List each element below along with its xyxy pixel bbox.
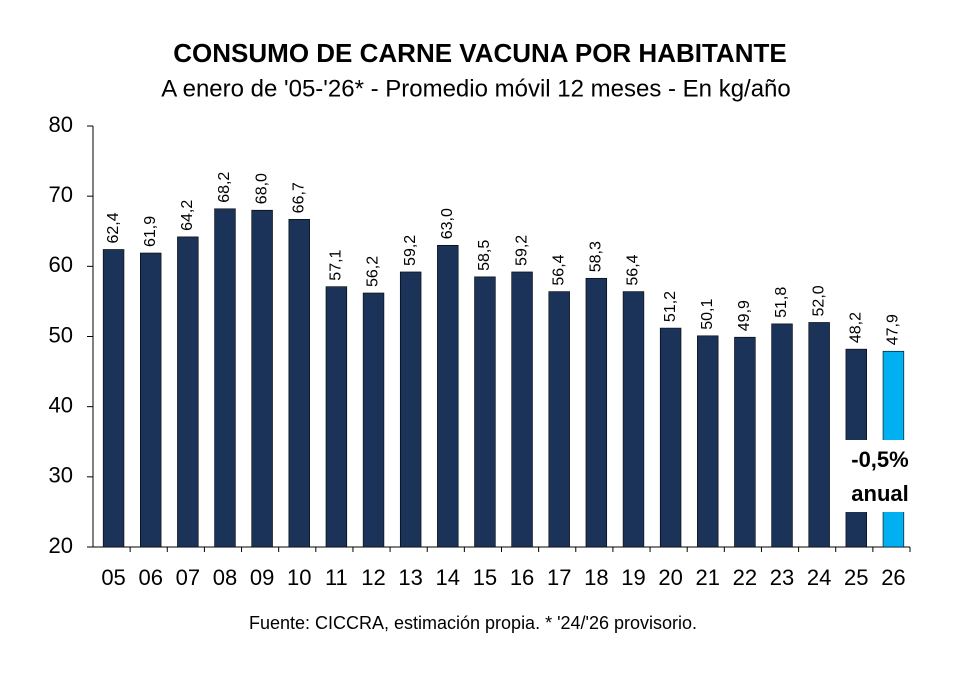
annotation: -0,5%: [851, 447, 908, 472]
bar: [808, 322, 830, 548]
value-label: 58,3: [588, 241, 605, 272]
x-tick-label: 21: [696, 565, 720, 590]
value-label: 59,2: [402, 235, 419, 266]
x-tick-label: 06: [138, 565, 162, 590]
bar: [659, 327, 682, 548]
value-label: 64,2: [179, 200, 196, 231]
x-tick-label: 08: [213, 565, 237, 590]
bar: [437, 244, 459, 548]
x-tick-label: 10: [287, 565, 311, 590]
x-tick-label: 14: [436, 565, 460, 590]
value-label: 61,9: [142, 216, 159, 247]
value-label: 63,0: [439, 208, 456, 239]
bar: [548, 291, 570, 548]
bar: [362, 292, 385, 548]
chart-title: CONSUMO DE CARNE VACUNA POR HABITANTE: [173, 38, 786, 68]
x-tick-label: 05: [101, 565, 125, 590]
value-label: 51,2: [662, 291, 679, 322]
value-label: 62,4: [105, 212, 122, 243]
y-tick-label: 20: [49, 533, 73, 558]
bar: [399, 271, 422, 548]
bar: [511, 271, 533, 548]
x-tick-label: 24: [807, 565, 831, 590]
y-tick-label: 80: [49, 112, 73, 137]
x-tick-label: 26: [881, 565, 905, 590]
x-tick-label: 13: [398, 565, 422, 590]
bar: [251, 209, 273, 548]
bar: [140, 252, 162, 548]
value-label: 49,9: [736, 300, 753, 331]
x-tick-label: 17: [547, 565, 571, 590]
y-tick-label: 60: [49, 252, 73, 277]
x-tick-label: 11: [325, 565, 348, 590]
x-tick-label: 18: [584, 565, 608, 590]
value-label: 56,2: [365, 256, 382, 287]
bar: [734, 336, 756, 548]
annotation-box: [838, 440, 920, 512]
x-tick-label: 16: [510, 565, 534, 590]
value-label: 52,0: [810, 285, 827, 316]
annotation: anual: [851, 481, 908, 506]
bar: [102, 249, 125, 548]
bar: [325, 286, 348, 548]
value-label: 56,4: [625, 254, 642, 285]
value-label: 56,4: [550, 254, 567, 285]
value-label: 51,8: [773, 287, 790, 318]
value-label: 50,1: [699, 299, 716, 330]
bar: [177, 236, 199, 548]
bar: [214, 208, 236, 548]
x-tick-label: 07: [176, 565, 200, 590]
bar: [622, 291, 645, 548]
bar: [771, 323, 793, 548]
value-label: 47,9: [885, 314, 902, 345]
value-label: 66,7: [290, 182, 307, 213]
bar: [474, 276, 496, 548]
value-label: 68,2: [216, 172, 233, 203]
value-label: 68,0: [253, 173, 270, 204]
y-tick-label: 70: [49, 182, 73, 207]
x-tick-label: 20: [658, 565, 682, 590]
x-tick-label: 23: [770, 565, 794, 590]
y-tick-label: 40: [49, 392, 73, 417]
value-label: 57,1: [328, 249, 345, 280]
x-tick-label: 09: [250, 565, 274, 590]
x-tick-label: 22: [733, 565, 757, 590]
bar: [585, 277, 608, 548]
value-label: 59,2: [513, 235, 530, 266]
bar: [697, 335, 719, 548]
x-tick-label: 25: [844, 565, 868, 590]
chart-subtitle: A enero de '05-'26* - Promedio móvil 12 …: [161, 75, 791, 102]
value-label: 48,2: [848, 312, 865, 343]
bar: [288, 219, 310, 548]
x-tick-label: 19: [621, 565, 645, 590]
x-tick-label: 15: [473, 565, 497, 590]
x-tick-label: 12: [361, 565, 385, 590]
y-tick-label: 50: [49, 322, 73, 347]
value-label: 58,5: [476, 240, 493, 271]
y-tick-label: 30: [49, 463, 73, 488]
source-note: Fuente: CICCRA, estimación propia. * '24…: [249, 613, 697, 633]
